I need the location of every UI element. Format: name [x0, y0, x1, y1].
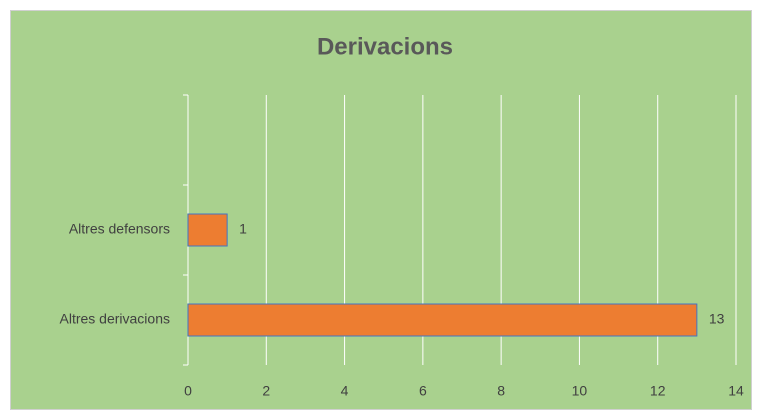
x-tick-label: 10: [572, 383, 588, 399]
data-label: 1: [239, 221, 247, 237]
bar: [187, 213, 228, 247]
chart-title: Derivacions: [317, 33, 453, 60]
x-tick-label: 12: [650, 383, 666, 399]
x-tick-label: 2: [262, 383, 270, 399]
chart-background: [10, 10, 752, 410]
x-tick-label: 0: [184, 383, 192, 399]
x-tick-label: 4: [341, 383, 349, 399]
data-label: 13: [709, 311, 725, 327]
y-tick-label: Altres derivacions: [60, 311, 171, 327]
y-tick-label: Altres defensors: [69, 221, 170, 237]
x-tick-label: 8: [497, 383, 505, 399]
bar: [187, 303, 698, 337]
x-tick-label: 14: [728, 383, 744, 399]
x-tick-label: 6: [419, 383, 427, 399]
